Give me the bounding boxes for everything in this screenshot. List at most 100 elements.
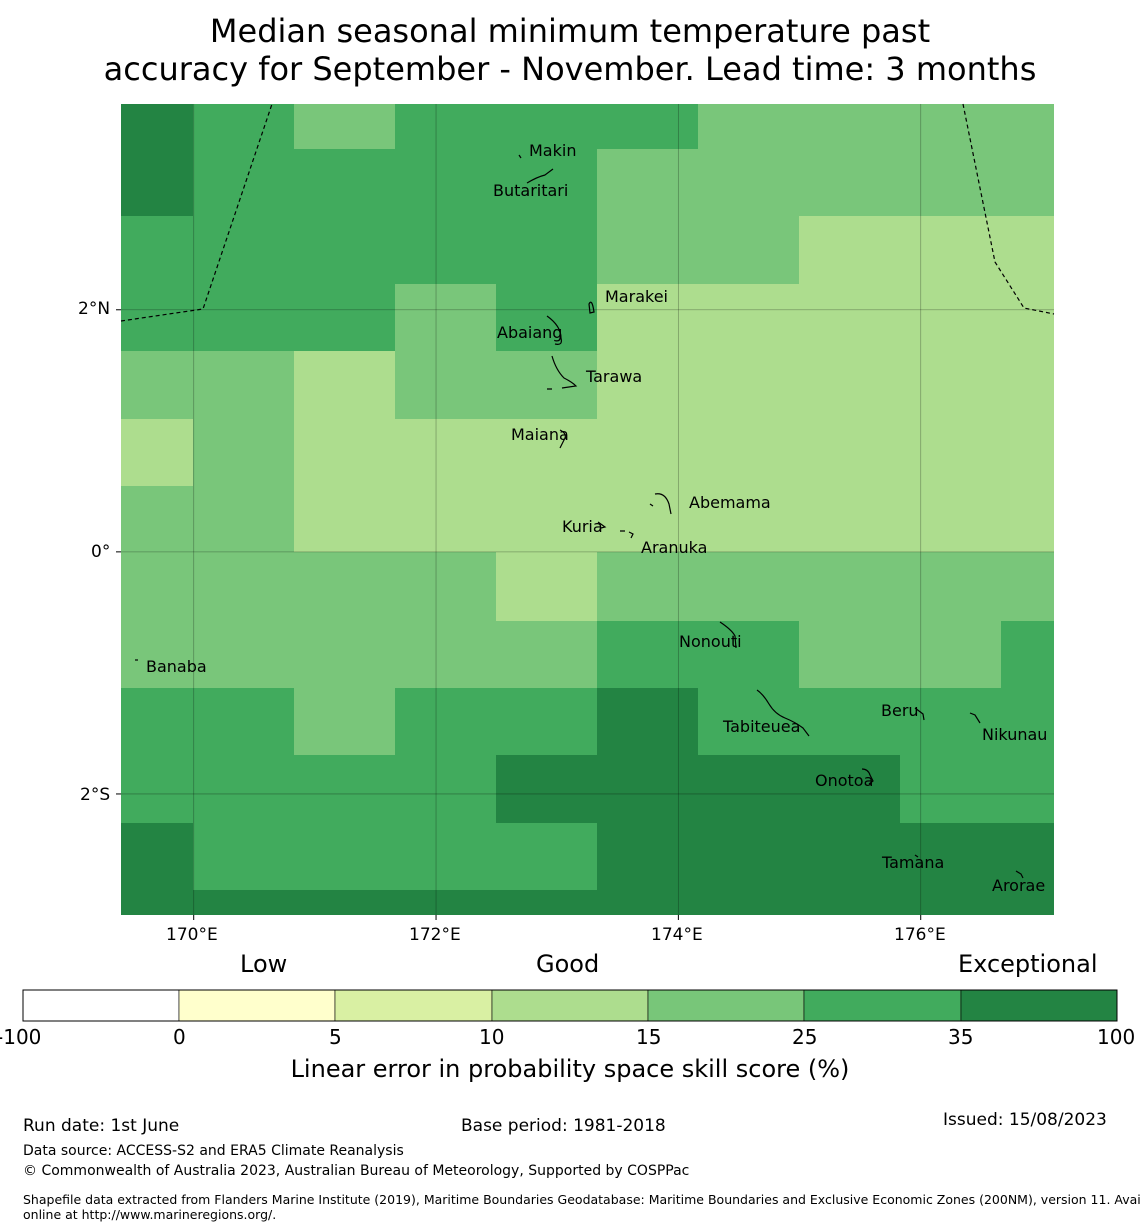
skill-cell <box>597 351 698 419</box>
skill-cell <box>193 149 294 216</box>
skill-cell <box>597 149 698 216</box>
shapefile-credit-line-2: online at http://www.marineregions.org/. <box>23 1207 277 1222</box>
copyright-notice: © Commonwealth of Australia 2023, Austra… <box>23 1163 690 1179</box>
island-makin <box>518 154 522 159</box>
colorbar-bin <box>334 989 493 1022</box>
skill-cell <box>496 149 597 216</box>
island-abaiang <box>546 315 562 345</box>
skill-cell <box>900 486 1001 552</box>
skill-cell <box>294 621 395 688</box>
skill-cell <box>799 104 900 149</box>
skill-cell <box>597 284 698 351</box>
skill-cell <box>294 419 395 486</box>
skill-cell <box>900 688 1001 755</box>
skill-cell <box>900 216 1001 284</box>
island-tabiteuea <box>756 689 810 737</box>
chart-title-line-2: accuracy for September - November. Lead … <box>103 50 1037 88</box>
skill-cell <box>900 621 1001 688</box>
skill-cell <box>395 149 496 216</box>
skill-cell <box>1001 552 1054 621</box>
skill-cell <box>496 621 597 688</box>
skill-cell <box>799 149 900 216</box>
skill-cell <box>1001 688 1054 755</box>
island-abemama <box>649 493 672 515</box>
skill-cell <box>1001 823 1054 890</box>
skill-cell <box>900 890 1001 915</box>
skill-cell <box>1001 104 1054 149</box>
skill-cell <box>395 621 496 688</box>
skill-cell <box>395 486 496 552</box>
place-label-marakei: Marakei <box>605 287 668 306</box>
skill-cell <box>1001 755 1054 823</box>
place-label-butaritari: Butaritari <box>493 181 569 200</box>
skill-cell <box>121 351 193 419</box>
colorbar-bin <box>803 989 962 1022</box>
skill-cell <box>395 688 496 755</box>
skill-cell <box>900 755 1001 823</box>
y-tick-2n: 2°N <box>78 299 111 319</box>
colorbar-bin <box>647 989 805 1022</box>
skill-cell <box>294 688 395 755</box>
skill-cell <box>193 621 294 688</box>
run-date: Run date: 1st June <box>23 1116 180 1136</box>
skill-cell <box>496 688 597 755</box>
skill-cell <box>799 351 900 419</box>
colorbar-tick-neg100: -100 <box>0 1025 42 1049</box>
skill-cell <box>496 823 597 890</box>
eez-boundary-east <box>962 103 1055 315</box>
skill-cell <box>597 552 698 621</box>
skill-cell <box>900 284 1001 351</box>
skill-cell <box>597 823 698 890</box>
skill-cell <box>294 284 395 351</box>
x-tick-176e: 176°E <box>894 925 946 945</box>
issued-date: Issued: 15/08/2023 <box>943 1110 1107 1130</box>
skill-cell <box>698 419 799 486</box>
colorbar-bin <box>960 989 1118 1022</box>
skill-cell <box>294 823 395 890</box>
skill-cell <box>1001 621 1054 688</box>
skill-cell <box>597 104 698 149</box>
skill-cell <box>799 890 900 915</box>
colorbar-outline <box>22 989 1118 1022</box>
skill-cell <box>395 216 496 284</box>
eez-boundaries <box>120 103 1055 322</box>
skill-cell <box>193 755 294 823</box>
island-maiana <box>559 429 566 449</box>
skill-cell <box>597 216 698 284</box>
island-arorae <box>1015 870 1024 879</box>
skill-cell <box>193 552 294 621</box>
island-kuria <box>597 521 607 529</box>
skill-cell <box>193 284 294 351</box>
skill-cell <box>698 149 799 216</box>
skill-cell <box>597 486 698 552</box>
base-period: Base period: 1981-2018 <box>461 1116 666 1136</box>
skill-cell <box>597 688 698 755</box>
skill-grid-cells <box>121 104 1054 915</box>
place-label-abaiang: Abaiang <box>497 323 563 342</box>
skill-cell <box>395 104 496 149</box>
skill-cell <box>193 890 294 915</box>
y-tick-2s: 2°S <box>80 785 111 805</box>
legend-label-good: Good <box>536 950 600 978</box>
colorbar-tick-35: 35 <box>948 1025 974 1049</box>
skill-cell <box>395 552 496 621</box>
skill-cell <box>698 688 799 755</box>
skill-cell <box>121 149 193 216</box>
skill-cell <box>698 552 799 621</box>
colorbar-bin <box>491 989 649 1022</box>
skill-cell <box>395 755 496 823</box>
skill-cell <box>193 688 294 755</box>
skill-cell <box>698 755 799 823</box>
eez-boundary-west <box>120 103 273 322</box>
skill-cell <box>496 104 597 149</box>
colorbar-tick-0: 0 <box>173 1025 186 1049</box>
skill-cell <box>597 419 698 486</box>
skill-cell <box>1001 216 1054 284</box>
island-nonouti <box>719 621 737 649</box>
skill-cell <box>799 823 900 890</box>
skill-cell <box>900 419 1001 486</box>
colorbar-tick-15: 15 <box>636 1025 662 1049</box>
skill-cell <box>799 755 900 823</box>
skill-cell <box>496 890 597 915</box>
island-butaritari <box>526 168 554 184</box>
